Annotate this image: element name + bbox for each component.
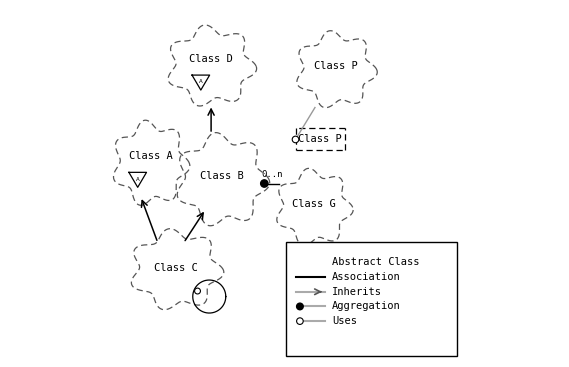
Circle shape	[261, 180, 268, 187]
Circle shape	[195, 288, 200, 294]
Circle shape	[292, 136, 299, 143]
Bar	[286, 242, 457, 356]
Text: Inherits: Inherits	[332, 287, 382, 297]
Text: Class A: Class A	[129, 151, 172, 161]
Text: Class P: Class P	[314, 61, 358, 71]
Text: Class B: Class B	[200, 171, 244, 181]
Text: Association: Association	[332, 272, 401, 282]
Text: Class G: Class G	[292, 199, 336, 209]
Circle shape	[296, 303, 303, 310]
Text: Uses: Uses	[332, 316, 357, 326]
Text: 0..n: 0..n	[261, 170, 282, 179]
Text: Aggregation: Aggregation	[332, 301, 401, 312]
Text: A: A	[136, 177, 139, 182]
Text: Class D: Class D	[189, 54, 233, 64]
Circle shape	[296, 318, 303, 324]
Text: A: A	[199, 79, 203, 84]
Text: Class P: Class P	[298, 134, 342, 145]
Text: Abstract Class: Abstract Class	[332, 257, 420, 268]
Text: Class C: Class C	[154, 263, 198, 273]
Text: A: A	[304, 259, 308, 264]
